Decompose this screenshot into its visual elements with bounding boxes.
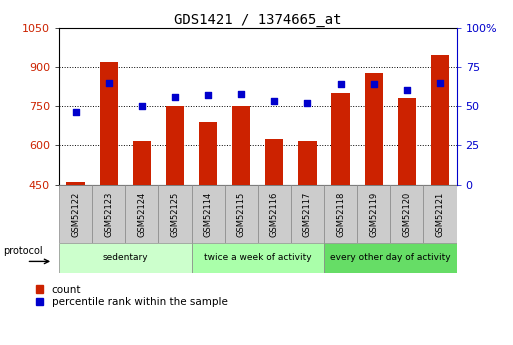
Bar [357, 185, 390, 243]
Bar [199, 122, 217, 185]
Bar [365, 73, 383, 185]
Bar [324, 185, 357, 243]
Text: twice a week of activity: twice a week of activity [204, 253, 311, 263]
Bar [258, 185, 291, 243]
Text: every other day of activity: every other day of activity [330, 253, 450, 263]
Text: sedentary: sedentary [103, 253, 148, 263]
Text: GSM52116: GSM52116 [270, 191, 279, 237]
Text: GSM52122: GSM52122 [71, 191, 80, 237]
Text: GSM52125: GSM52125 [170, 191, 180, 237]
Point [105, 80, 113, 85]
Point [71, 110, 80, 115]
Bar [423, 185, 457, 243]
Text: GSM52124: GSM52124 [137, 191, 146, 237]
Point [270, 99, 279, 104]
Text: GSM52119: GSM52119 [369, 191, 378, 237]
Text: protocol: protocol [3, 246, 43, 256]
Title: GDS1421 / 1374665_at: GDS1421 / 1374665_at [174, 12, 342, 27]
Bar [125, 185, 159, 243]
Text: GSM52121: GSM52121 [436, 191, 444, 237]
Point [237, 91, 245, 96]
Bar [67, 182, 85, 185]
Bar [331, 93, 350, 185]
Text: GSM52123: GSM52123 [104, 191, 113, 237]
Bar [159, 185, 191, 243]
Text: GSM52118: GSM52118 [336, 191, 345, 237]
Bar [299, 141, 317, 185]
Point [137, 103, 146, 109]
Bar [92, 185, 125, 243]
Bar [324, 243, 457, 273]
Text: GSM52114: GSM52114 [204, 191, 212, 237]
Bar [291, 185, 324, 243]
Text: GSM52120: GSM52120 [402, 191, 411, 237]
Legend: count, percentile rank within the sample: count, percentile rank within the sample [36, 285, 227, 307]
Point [370, 81, 378, 87]
Text: GSM52115: GSM52115 [236, 191, 246, 237]
Bar [191, 185, 225, 243]
Point [337, 81, 345, 87]
Point [204, 92, 212, 98]
Bar [59, 185, 92, 243]
Point [171, 94, 179, 99]
Bar [431, 55, 449, 185]
Point [403, 88, 411, 93]
Bar [166, 106, 184, 185]
Bar [265, 139, 284, 185]
Bar [225, 185, 258, 243]
Text: GSM52117: GSM52117 [303, 191, 312, 237]
Bar [398, 98, 416, 185]
Bar [100, 62, 118, 185]
Point [436, 80, 444, 85]
Bar [390, 185, 423, 243]
Bar [59, 243, 191, 273]
Bar [232, 106, 250, 185]
Point [303, 100, 311, 106]
Bar [133, 141, 151, 185]
Bar [191, 243, 324, 273]
